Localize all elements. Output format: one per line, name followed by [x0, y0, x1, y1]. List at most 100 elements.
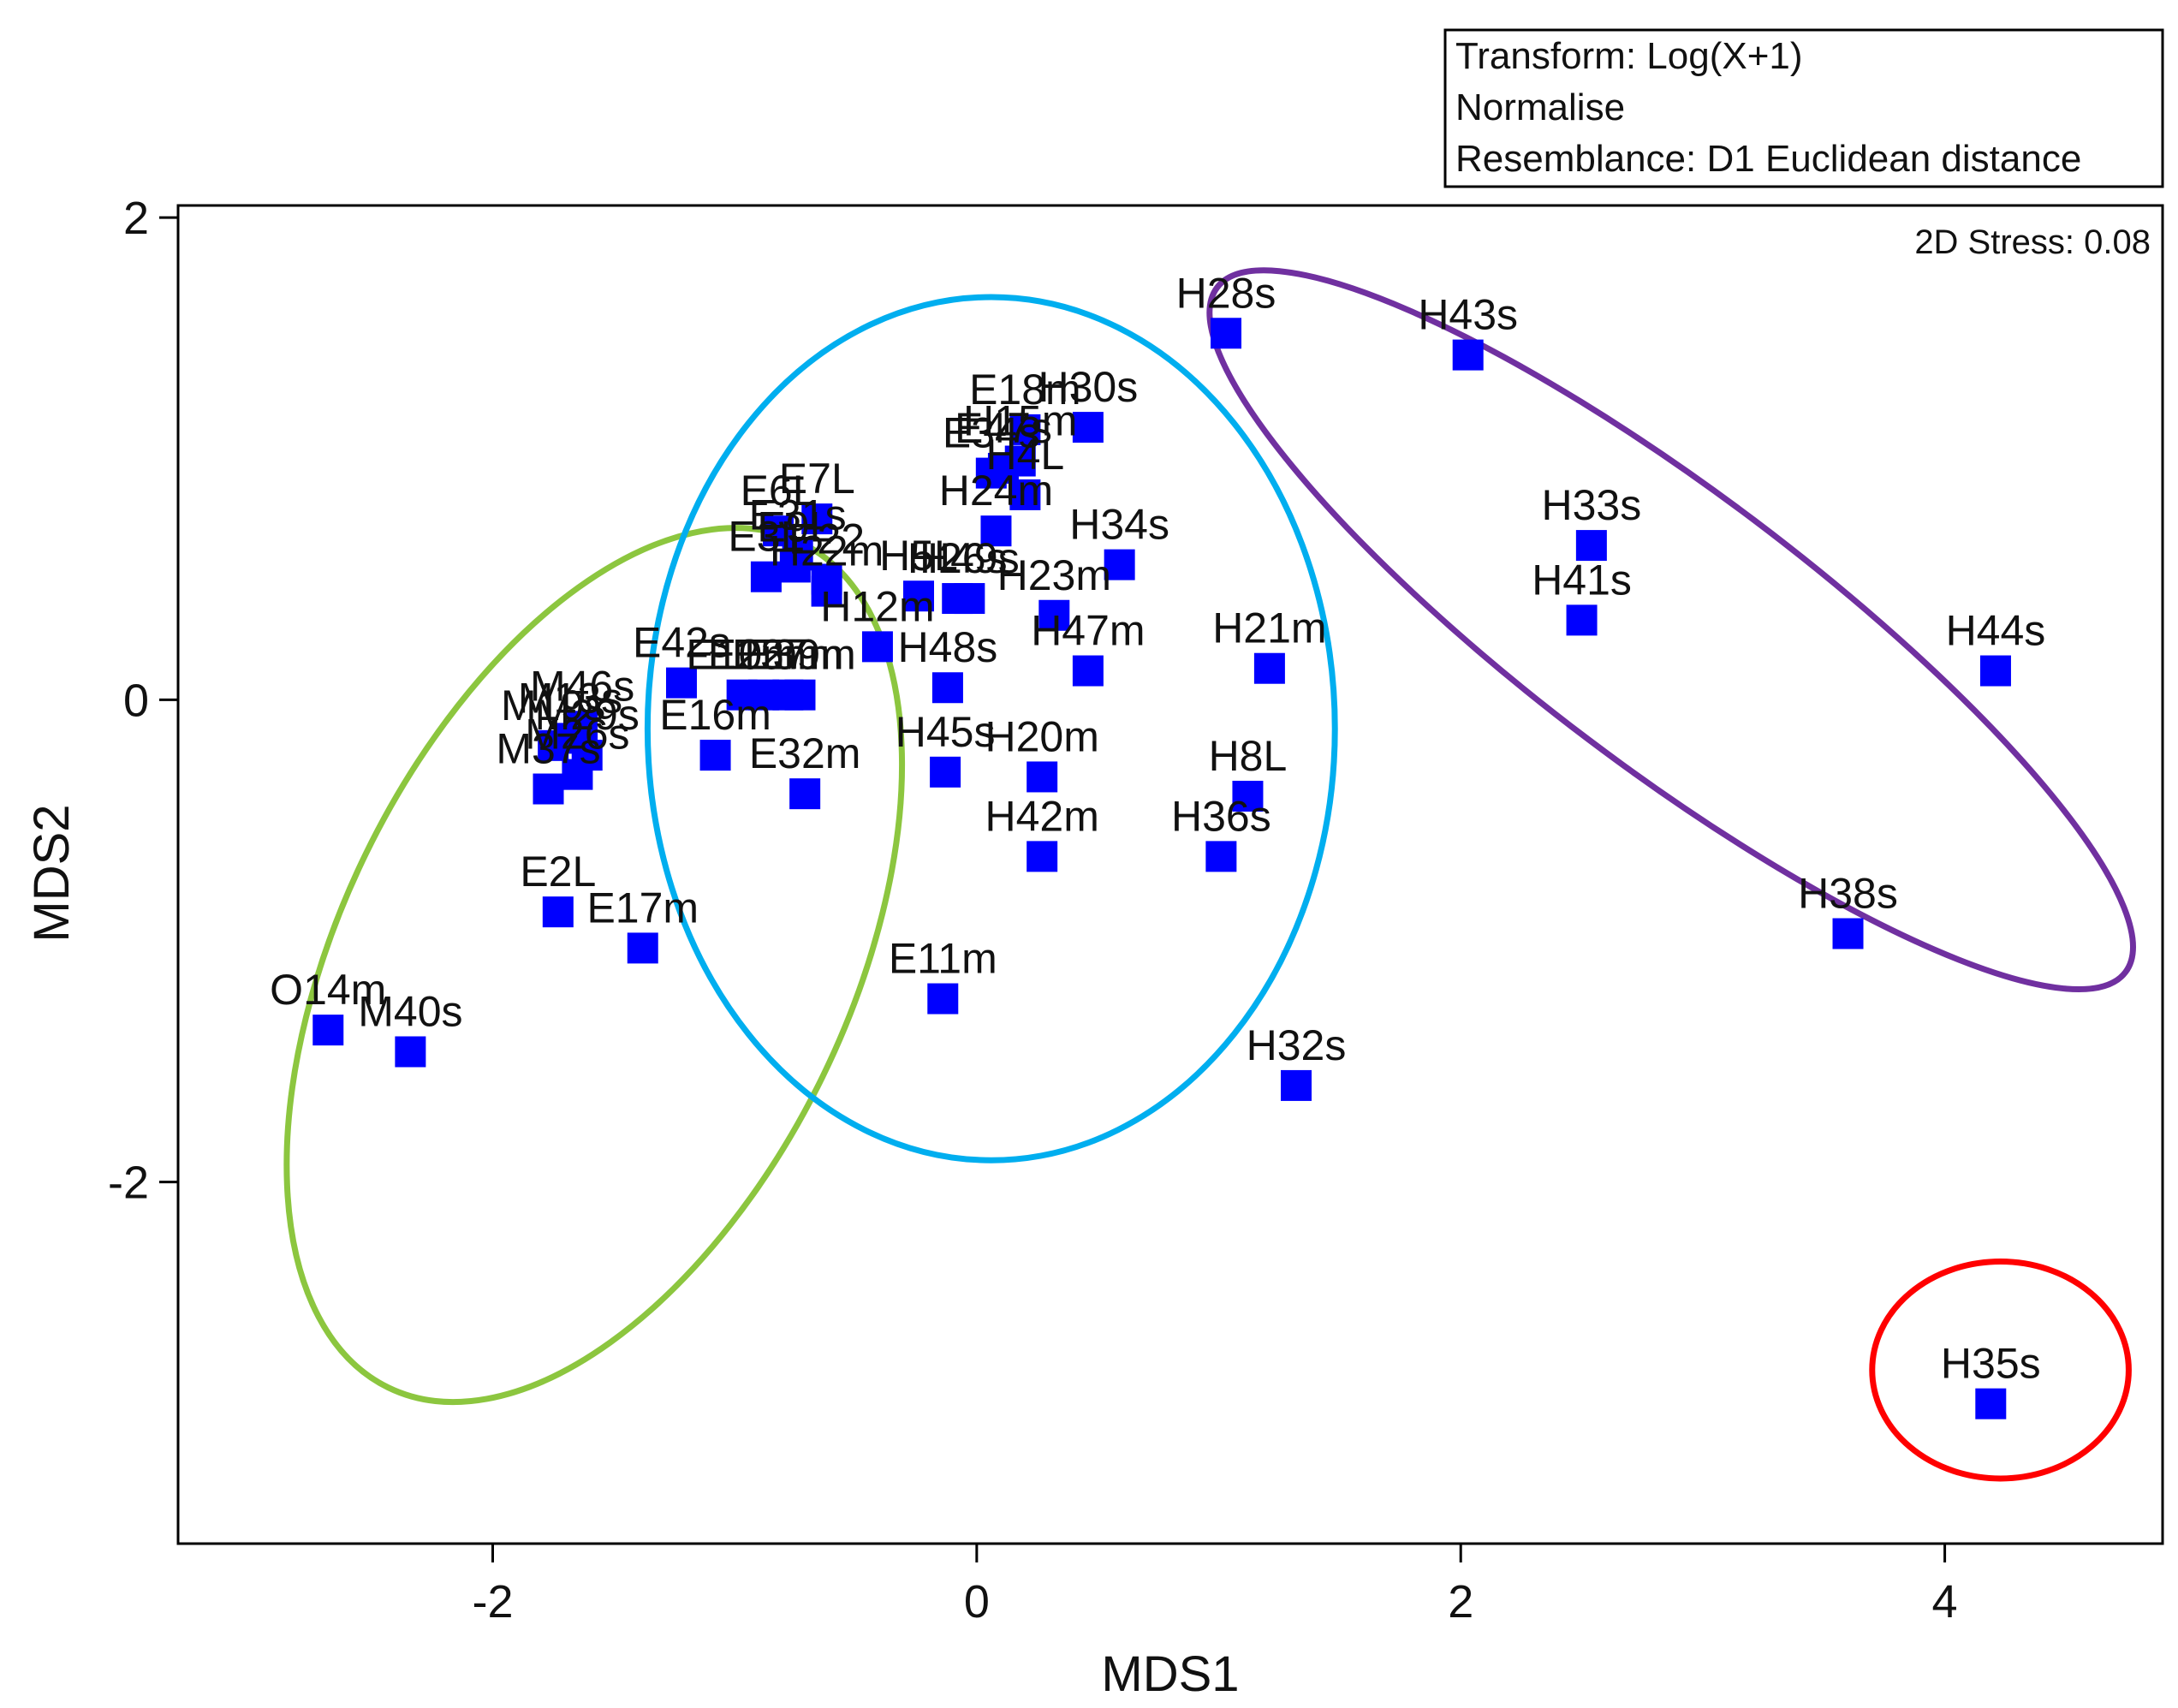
point-marker-h30s [1072, 412, 1104, 443]
y-tick-label: 0 [123, 675, 149, 726]
point-label-e22: E22 [788, 515, 865, 563]
point-label-m29s: M29s [535, 691, 640, 739]
point-label-h49s: H49s [919, 534, 1020, 582]
red-group-ellipse [1869, 1259, 2132, 1482]
point-marker-h36s [1205, 841, 1237, 872]
info-transform: Transform: Log(X+1) [1455, 35, 1803, 77]
point-marker-e7l [801, 503, 833, 535]
point-label-h38s: H38s [1798, 869, 1898, 917]
point-marker-h42m [1027, 841, 1058, 872]
point-marker-h35s [1975, 1388, 2007, 1419]
point-label-e25m: E25m [708, 631, 820, 679]
point-label-h42m: H42m [985, 792, 1098, 840]
point-label-h44s: H44s [1946, 607, 2046, 655]
point-marker-h41s [1566, 604, 1598, 636]
point-marker-m37s [533, 773, 564, 805]
point-label-e2l: E2L [520, 848, 596, 896]
info-box-frame [1443, 28, 2164, 188]
info-box: Transform: Log(X+1) Normalise Resemblanc… [1443, 28, 2164, 188]
y-axis-title: MDS2 [24, 804, 80, 942]
point-marker-h44s [1979, 655, 2011, 687]
point-label-m40s: M40s [358, 987, 462, 1035]
point-label-h15m: H15m [963, 397, 1077, 445]
point-label-e3l: E3L [728, 513, 804, 561]
point-label-h34s: H34s [1069, 501, 1169, 549]
point-marker-h48s [931, 672, 963, 704]
x-tick-label: 4 [1932, 1576, 1958, 1628]
point-marker-h47m [1072, 655, 1104, 687]
point-marker-h22m [811, 575, 842, 607]
point-label-h8l: H8L [1209, 732, 1288, 780]
info-normalise: Normalise [1455, 86, 1625, 128]
x-tick-label: 2 [1448, 1576, 1473, 1628]
point-marker-h28s [1211, 318, 1242, 349]
point-marker-o14m [312, 1015, 344, 1046]
point-marker-h5l [903, 580, 935, 612]
point-label-h43s: H43s [1418, 291, 1518, 339]
point-marker-e3l [750, 561, 782, 592]
data-markers [312, 318, 2011, 1419]
point-label-e39m: E39m [744, 631, 856, 679]
point-marker-h38s [1832, 918, 1864, 949]
data-labels: O14mM40sE2LE17mM37sM26sM29sM19sM13sM46sE… [270, 269, 2045, 1387]
point-label-h35s: H35s [1941, 1340, 2041, 1388]
point-label-e47s: E47s [955, 404, 1052, 452]
x-tick-label: -2 [472, 1576, 513, 1628]
info-resemblance: Resemblance: D1 Euclidean distance [1455, 138, 2081, 180]
point-label-h5l: H5L [879, 532, 958, 580]
axis-ticks: -2 0 2 4 -2 0 2 [108, 193, 1958, 1628]
point-label-m19s: M19s [501, 681, 605, 729]
point-marker-h4l [1009, 479, 1041, 510]
point-label-h4l: H4L [986, 431, 1065, 479]
point-label-h48s: H48s [898, 623, 998, 671]
point-marker-h33s [1575, 530, 1607, 562]
x-tick-label: 0 [964, 1576, 990, 1628]
point-label-e17m: E17m [586, 884, 699, 931]
point-label-e42s: E42s [633, 619, 730, 667]
point-label-e27m: E27m [732, 631, 844, 679]
point-marker-e32m [789, 778, 821, 810]
point-label-e32m: E32m [749, 729, 861, 777]
point-marker-m40s [395, 1036, 426, 1068]
point-label-h26s: H26s [908, 534, 1008, 582]
point-label-h32s: H32s [1247, 1021, 1347, 1069]
point-marker-h8l [1232, 780, 1264, 812]
point-marker-h15m [1004, 445, 1036, 477]
point-label-e11m: E11m [889, 935, 997, 983]
point-marker-h24m [980, 515, 1012, 547]
point-label-e9l: E9L [757, 503, 833, 550]
point-label-h41s: H41s [1532, 556, 1632, 604]
point-marker-e2l [542, 896, 574, 928]
point-label-h21m: H21m [1212, 604, 1326, 652]
point-label-h24m: H24m [939, 467, 1053, 515]
point-marker-e9l [779, 551, 811, 583]
point-marker-e42s [665, 667, 697, 699]
blue-group-ellipse [644, 294, 1338, 1163]
point-label-e10m: E10m [686, 631, 798, 679]
point-marker-h34s [1104, 549, 1135, 580]
point-label-e16m: E16m [659, 691, 771, 739]
point-marker-h49s [954, 583, 985, 615]
point-label-m13s: M13s [518, 674, 622, 722]
point-marker-h45s [930, 756, 961, 788]
point-label-e18m: E18m [969, 366, 1081, 414]
point-marker-m46s [567, 711, 598, 742]
point-label-h28s: H28s [1176, 269, 1276, 317]
purple-group-ellipse [1206, 267, 2136, 992]
point-label-e34s: E34s [943, 409, 1040, 457]
point-marker-h32s [1280, 1069, 1312, 1101]
point-label-h22m: H22m [770, 527, 884, 575]
y-tick-label: -2 [108, 1158, 149, 1209]
point-label-m26s: M26s [525, 711, 629, 759]
y-tick-label: 2 [123, 193, 149, 244]
plot-frame [176, 204, 2164, 1545]
point-label-h47m: H47m [1031, 607, 1145, 655]
point-label-e31s: E31s [749, 491, 847, 539]
point-marker-e17m [627, 932, 658, 964]
point-label-e6l: E6L [741, 467, 817, 515]
point-label-h12m: H12m [820, 582, 934, 630]
point-label-h33s: H33s [1542, 481, 1642, 529]
point-marker-h12m [861, 631, 893, 663]
point-marker-e39m [784, 679, 816, 711]
